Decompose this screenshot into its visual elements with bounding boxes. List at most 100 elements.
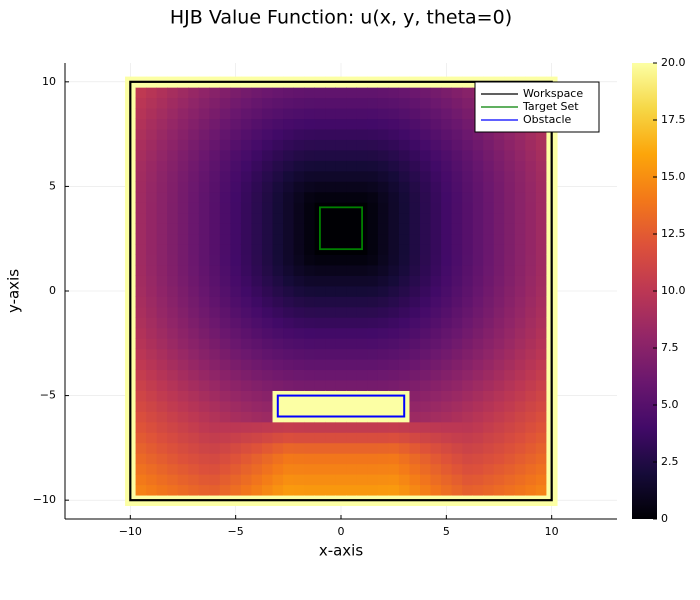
heatmap-cell — [135, 442, 147, 454]
heatmap-cell — [493, 327, 505, 339]
heatmap-cell — [441, 379, 453, 391]
heatmap-cell — [198, 348, 210, 360]
legend-label-workspace: Workspace — [523, 87, 583, 100]
heatmap-cell — [325, 170, 337, 182]
heatmap-cell — [188, 285, 200, 297]
heatmap-cell — [430, 379, 442, 391]
heatmap-cell — [483, 275, 495, 287]
heatmap-cell — [409, 442, 421, 454]
heatmap-cell — [135, 160, 147, 172]
heatmap-cell — [377, 442, 389, 454]
heatmap-cell — [230, 432, 242, 444]
heatmap-cell — [388, 107, 400, 120]
heatmap-cell — [251, 191, 263, 203]
heatmap-cell — [177, 421, 189, 433]
heatmap-cell — [283, 285, 295, 297]
heatmap-cell — [398, 463, 411, 475]
heatmap-cell — [188, 421, 200, 433]
heatmap-cell — [367, 463, 379, 475]
heatmap-cell — [261, 421, 274, 433]
heatmap-cell — [398, 233, 411, 245]
heatmap-cell — [430, 390, 442, 402]
heatmap-cell — [398, 338, 411, 350]
colorbar-tick-label: 10.0 — [661, 284, 686, 297]
heatmap-cell — [325, 233, 337, 245]
heatmap-cell — [451, 128, 463, 140]
heatmap-cell — [483, 128, 495, 140]
heatmap-cell — [514, 139, 526, 151]
heatmap-cell — [430, 107, 442, 120]
heatmap-cell — [219, 191, 231, 203]
heatmap-cell — [483, 400, 495, 412]
heatmap-cell — [272, 254, 284, 266]
heatmap-cell — [314, 128, 326, 140]
heatmap-cell — [420, 128, 432, 140]
heatmap-cell — [261, 348, 274, 360]
heatmap-cell — [514, 442, 526, 454]
heatmap-cell — [430, 338, 442, 350]
heatmap-cell — [304, 97, 316, 109]
heatmap-cell — [198, 128, 210, 140]
heatmap-cell — [483, 390, 495, 402]
heatmap-cell — [441, 128, 453, 140]
heatmap-cell — [177, 128, 189, 140]
heatmap-cell — [430, 181, 442, 193]
heatmap-cell — [304, 233, 316, 245]
heatmap-cell — [251, 170, 263, 182]
heatmap-cell — [420, 379, 432, 391]
heatmap-cell — [188, 87, 200, 99]
x-tick-label: 0 — [338, 525, 345, 538]
heatmap-cell — [177, 160, 189, 172]
heatmap-cell — [198, 411, 210, 423]
heatmap-cell — [462, 128, 474, 140]
heatmap-cell — [514, 453, 526, 465]
heatmap-cell — [535, 212, 548, 224]
heatmap-cell — [146, 87, 158, 99]
heatmap-cell — [430, 191, 442, 203]
heatmap-cell — [409, 327, 421, 339]
heatmap-cell — [420, 358, 432, 371]
heatmap-cell — [346, 191, 358, 203]
heatmap-cell — [283, 442, 295, 454]
heatmap-cell — [367, 442, 379, 454]
heatmap-cell — [472, 453, 484, 465]
heatmap-cell — [377, 474, 389, 486]
heatmap-cell — [198, 390, 210, 402]
heatmap-cell — [472, 442, 484, 454]
heatmap-cell — [283, 160, 295, 172]
heatmap-cell — [514, 160, 526, 172]
heatmap-cell — [483, 160, 495, 172]
heatmap-cell — [188, 306, 200, 318]
heatmap-cell — [314, 348, 326, 360]
heatmap-cell — [325, 191, 337, 203]
heatmap-cell — [504, 421, 516, 433]
heatmap-cell — [493, 212, 505, 224]
heatmap-cell — [335, 285, 347, 297]
chart-title: HJB Value Function: u(x, y, theta=0) — [170, 7, 512, 29]
heatmap-cell — [388, 97, 400, 109]
heatmap-cell — [462, 223, 474, 235]
heatmap-cell — [441, 484, 453, 496]
heatmap-cell — [272, 484, 284, 496]
heatmap-cell — [514, 474, 526, 486]
heatmap-cell — [388, 212, 400, 224]
heatmap-cell — [504, 128, 516, 140]
heatmap-cell — [293, 379, 305, 391]
heatmap-cell — [451, 233, 463, 245]
heatmap-cell — [472, 390, 484, 402]
heatmap-cell — [314, 306, 326, 318]
heatmap-cell — [409, 212, 421, 224]
heatmap-cell — [304, 474, 316, 486]
heatmap-cell — [314, 358, 326, 371]
heatmap-cell — [525, 128, 537, 140]
heatmap-cell — [409, 474, 421, 486]
heatmap-cell — [441, 453, 453, 465]
heatmap-cell — [156, 87, 168, 99]
heatmap-cell — [483, 212, 495, 224]
heatmap-cell — [325, 348, 337, 360]
heatmap-cell — [251, 474, 263, 486]
heatmap-cell — [388, 87, 400, 99]
heatmap-cell — [135, 233, 147, 245]
heatmap-cell — [420, 264, 432, 276]
heatmap-cell — [525, 139, 537, 151]
